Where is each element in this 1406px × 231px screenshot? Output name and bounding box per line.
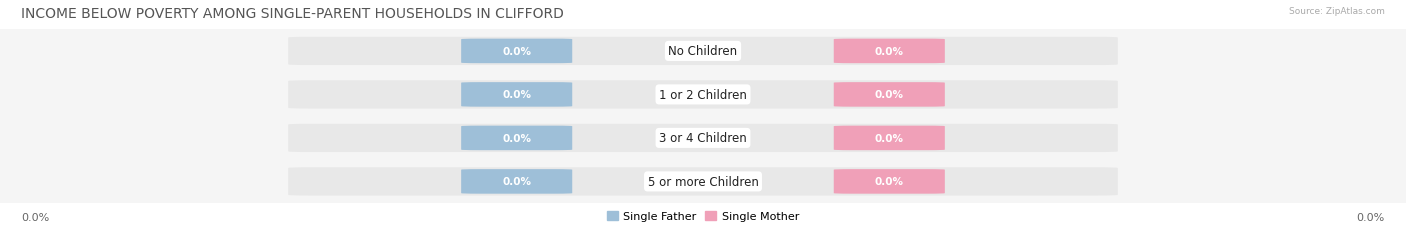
FancyBboxPatch shape bbox=[834, 40, 945, 64]
FancyBboxPatch shape bbox=[0, 30, 1406, 73]
FancyBboxPatch shape bbox=[461, 126, 572, 151]
Legend: Single Father, Single Mother: Single Father, Single Mother bbox=[602, 206, 804, 225]
Text: 0.0%: 0.0% bbox=[502, 177, 531, 187]
Text: 0.0%: 0.0% bbox=[1357, 212, 1385, 222]
Text: 5 or more Children: 5 or more Children bbox=[648, 175, 758, 188]
Text: 3 or 4 Children: 3 or 4 Children bbox=[659, 132, 747, 145]
Text: No Children: No Children bbox=[668, 45, 738, 58]
Text: INCOME BELOW POVERTY AMONG SINGLE-PARENT HOUSEHOLDS IN CLIFFORD: INCOME BELOW POVERTY AMONG SINGLE-PARENT… bbox=[21, 7, 564, 21]
FancyBboxPatch shape bbox=[461, 83, 572, 107]
Text: 0.0%: 0.0% bbox=[502, 133, 531, 143]
Text: 0.0%: 0.0% bbox=[875, 90, 904, 100]
FancyBboxPatch shape bbox=[834, 169, 945, 194]
FancyBboxPatch shape bbox=[288, 81, 1118, 109]
FancyBboxPatch shape bbox=[0, 73, 1406, 117]
Text: 0.0%: 0.0% bbox=[502, 90, 531, 100]
FancyBboxPatch shape bbox=[461, 169, 572, 194]
Text: Source: ZipAtlas.com: Source: ZipAtlas.com bbox=[1289, 7, 1385, 16]
Text: 0.0%: 0.0% bbox=[875, 177, 904, 187]
FancyBboxPatch shape bbox=[834, 126, 945, 151]
Text: 0.0%: 0.0% bbox=[21, 212, 49, 222]
FancyBboxPatch shape bbox=[288, 38, 1118, 66]
FancyBboxPatch shape bbox=[834, 83, 945, 107]
FancyBboxPatch shape bbox=[0, 160, 1406, 203]
Text: 0.0%: 0.0% bbox=[502, 47, 531, 57]
FancyBboxPatch shape bbox=[288, 124, 1118, 152]
FancyBboxPatch shape bbox=[0, 117, 1406, 160]
Text: 0.0%: 0.0% bbox=[875, 133, 904, 143]
FancyBboxPatch shape bbox=[461, 40, 572, 64]
Text: 0.0%: 0.0% bbox=[875, 47, 904, 57]
FancyBboxPatch shape bbox=[288, 167, 1118, 196]
Text: 1 or 2 Children: 1 or 2 Children bbox=[659, 88, 747, 101]
